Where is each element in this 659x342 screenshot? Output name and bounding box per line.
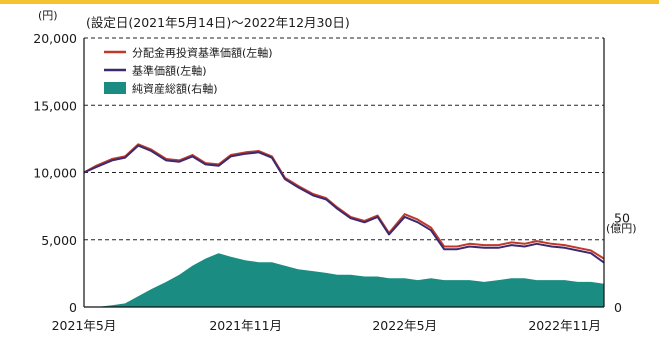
series-nav-line <box>83 144 605 264</box>
y-left-tick-label: 15,000 <box>33 98 77 113</box>
y-left-tick-label: 0 <box>69 300 77 315</box>
series-lines <box>83 143 605 264</box>
legend-label: 純資産総額(右軸) <box>132 82 218 96</box>
top-band <box>0 0 659 4</box>
x-tick-label: 2021年11月 <box>209 318 282 333</box>
legend: 分配金再投資基準価額(左軸) 基準価額(左軸) 純資産総額(右軸) <box>104 46 273 96</box>
assets-area <box>84 253 604 307</box>
y-left-tick-label: 10,000 <box>33 166 77 181</box>
y-right-tick-label: 50 <box>614 210 630 225</box>
series-assets-area <box>84 253 604 307</box>
x-tick-label: 2022年11月 <box>528 318 601 333</box>
tick-labels: 20,000 15,000 10,000 5,000 0 50 0 2021年5月 2021年1… <box>33 31 630 333</box>
x-tick-label: 2022年5月 <box>372 318 437 333</box>
x-tick-label: 2021年5月 <box>52 318 117 333</box>
grid <box>84 37 604 241</box>
left-axis-unit: (円) <box>38 9 58 22</box>
y-left-tick-label: 5,000 <box>41 233 77 248</box>
y-left-tick-label: 20,000 <box>33 31 77 46</box>
chart-title: (設定日(2021年5月14日)～2022年12月30日) <box>86 15 350 30</box>
right-axis-unit: (億円) <box>606 222 637 235</box>
legend-label: 基準価額(左軸) <box>132 64 207 78</box>
legend-swatch <box>104 82 126 94</box>
axes <box>83 38 605 308</box>
legend-label: 分配金再投資基準価額(左軸) <box>132 46 273 60</box>
series-total-return-line <box>83 143 605 260</box>
y-right-tick-label: 0 <box>614 300 622 315</box>
